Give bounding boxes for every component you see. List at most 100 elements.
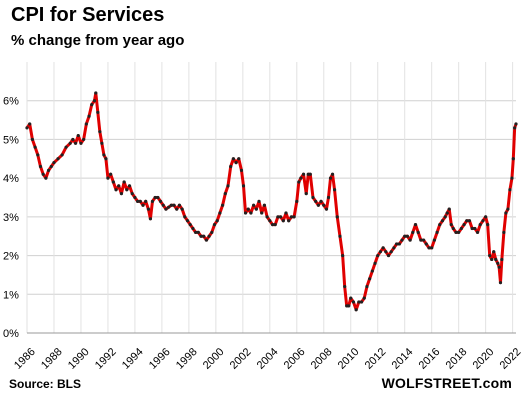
data-point (87, 114, 91, 118)
data-point (212, 223, 217, 227)
data-point (338, 234, 342, 238)
data-point (102, 153, 106, 157)
marker-layer (25, 91, 518, 312)
data-point (270, 223, 275, 227)
data-point (146, 207, 151, 211)
data-point (100, 141, 104, 145)
data-point (111, 180, 115, 184)
data-point (265, 215, 269, 219)
data-point (341, 253, 345, 258)
data-point (328, 176, 333, 180)
data-point (504, 211, 508, 215)
data-point (156, 195, 160, 200)
data-point (138, 199, 142, 203)
data-point (457, 230, 461, 234)
data-point (386, 253, 391, 258)
series-line (25, 91, 518, 312)
data-point (384, 250, 388, 254)
data-point (254, 207, 258, 211)
x-tick-label: 2014 (390, 346, 416, 372)
data-point (513, 126, 517, 130)
data-point (392, 246, 396, 250)
data-point (351, 300, 356, 304)
data-point (427, 246, 431, 250)
data-point (30, 137, 34, 142)
data-point (443, 215, 447, 219)
y-tick-label: 0% (3, 328, 19, 340)
y-tick-label: 5% (3, 134, 19, 146)
data-point (38, 164, 43, 169)
data-point (419, 238, 423, 242)
data-point (400, 238, 404, 242)
data-point (104, 157, 108, 161)
data-point (276, 215, 280, 219)
data-point (475, 230, 480, 234)
series-layer (25, 91, 518, 312)
data-point (46, 168, 51, 172)
data-point (210, 230, 214, 234)
x-tick-label: 2016 (417, 346, 443, 372)
data-point (191, 226, 195, 231)
x-tick-label: 2010 (336, 346, 362, 372)
x-tick-label: 1996 (147, 346, 173, 372)
data-point (478, 223, 482, 227)
data-point (231, 157, 235, 161)
data-point (343, 284, 347, 289)
data-point (500, 257, 504, 262)
data-point (416, 230, 420, 234)
x-tick-label: 2000 (201, 346, 227, 372)
data-point (440, 219, 445, 223)
data-point (381, 246, 385, 250)
data-point (106, 176, 110, 180)
data-point (301, 172, 306, 176)
data-point (430, 246, 434, 250)
data-point (470, 226, 474, 231)
y-tick-label: 2% (3, 251, 19, 263)
data-point (28, 122, 32, 126)
data-point (204, 238, 209, 242)
data-point (243, 211, 248, 215)
data-point (473, 226, 477, 231)
data-point (180, 207, 184, 211)
data-point (44, 176, 48, 180)
data-point (449, 223, 453, 227)
data-point (347, 304, 351, 308)
x-tick-label: 2020 (471, 346, 497, 372)
data-point (141, 203, 145, 207)
data-point (467, 219, 472, 223)
x-tick-label: 2022 (498, 346, 524, 372)
data-point (188, 223, 192, 227)
data-point (405, 234, 410, 238)
data-point (246, 207, 250, 211)
data-point (484, 215, 488, 219)
data-point (82, 137, 86, 142)
data-point (514, 122, 518, 126)
data-point (60, 153, 64, 157)
data-point (281, 219, 285, 223)
data-point (167, 205, 171, 209)
data-point (56, 157, 60, 161)
data-point (109, 172, 113, 176)
data-point (370, 269, 374, 273)
x-tick-label: 2012 (363, 346, 389, 372)
data-point (373, 261, 377, 265)
data-point (421, 238, 426, 242)
data-point (196, 230, 200, 234)
data-point (133, 195, 137, 200)
data-point (257, 199, 261, 203)
data-point (465, 219, 469, 223)
data-point (438, 223, 442, 227)
data-point (508, 188, 512, 192)
data-point (98, 130, 102, 134)
data-point (226, 184, 230, 188)
data-point (41, 172, 45, 176)
data-point (314, 199, 318, 203)
x-tick-label: 1992 (93, 346, 119, 372)
data-point (304, 192, 308, 196)
data-point (498, 281, 503, 285)
y-tick-label: 3% (3, 212, 19, 224)
data-point (52, 161, 56, 165)
data-point (284, 211, 288, 215)
x-tick-label: 2008 (309, 346, 335, 372)
data-point (122, 180, 126, 184)
